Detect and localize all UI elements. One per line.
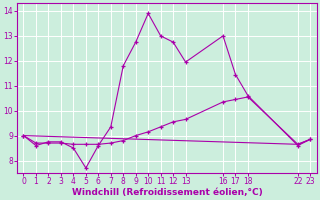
X-axis label: Windchill (Refroidissement éolien,°C): Windchill (Refroidissement éolien,°C) [72,188,262,197]
